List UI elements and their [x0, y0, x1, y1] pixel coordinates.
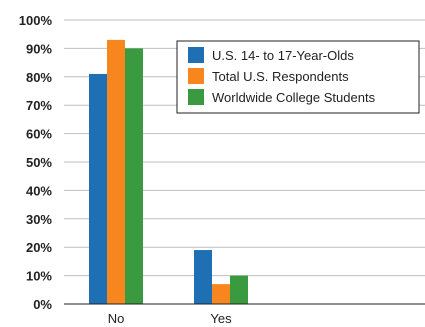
- legend-swatch-series-2: [188, 68, 204, 84]
- y-tick-label: 70%: [26, 98, 52, 113]
- y-tick-label: 30%: [26, 212, 52, 227]
- bars: [89, 39, 248, 305]
- y-tick-label: 60%: [26, 127, 52, 142]
- y-tick-label: 80%: [26, 70, 52, 85]
- x-axis-category-labels: No Yes: [108, 311, 232, 326]
- y-axis-tick-labels: 0% 10% 20% 30% 40% 50% 60% 70% 80% 90% 100%: [19, 13, 53, 312]
- bar-yes-series-2: [212, 284, 230, 304]
- legend-swatch-series-1: [188, 47, 204, 63]
- y-tick-label: 50%: [26, 155, 52, 170]
- bar-yes-series-1: [194, 250, 212, 304]
- legend-label-series-3: Worldwide College Students: [212, 90, 376, 105]
- y-tick-label: 0%: [33, 297, 52, 312]
- legend-label-series-2: Total U.S. Respondents: [212, 69, 349, 84]
- bar-no-series-2: [107, 39, 125, 304]
- y-tick-label: 90%: [26, 41, 52, 56]
- legend-swatch-series-3: [188, 89, 204, 105]
- y-tick-label: 100%: [19, 13, 53, 28]
- x-category-label: No: [108, 311, 125, 326]
- legend: U.S. 14- to 17-Year-Olds Total U.S. Resp…: [176, 40, 420, 114]
- bar-yes-series-3: [230, 275, 248, 304]
- legend-box: [176, 40, 420, 114]
- x-category-label: Yes: [210, 311, 232, 326]
- y-tick-label: 10%: [26, 269, 52, 284]
- bar-no-series-1: [89, 73, 107, 305]
- bar-no-series-3: [125, 48, 143, 305]
- y-tick-label: 20%: [26, 240, 52, 255]
- y-tick-label: 40%: [26, 183, 52, 198]
- legend-label-series-1: U.S. 14- to 17-Year-Olds: [212, 48, 354, 63]
